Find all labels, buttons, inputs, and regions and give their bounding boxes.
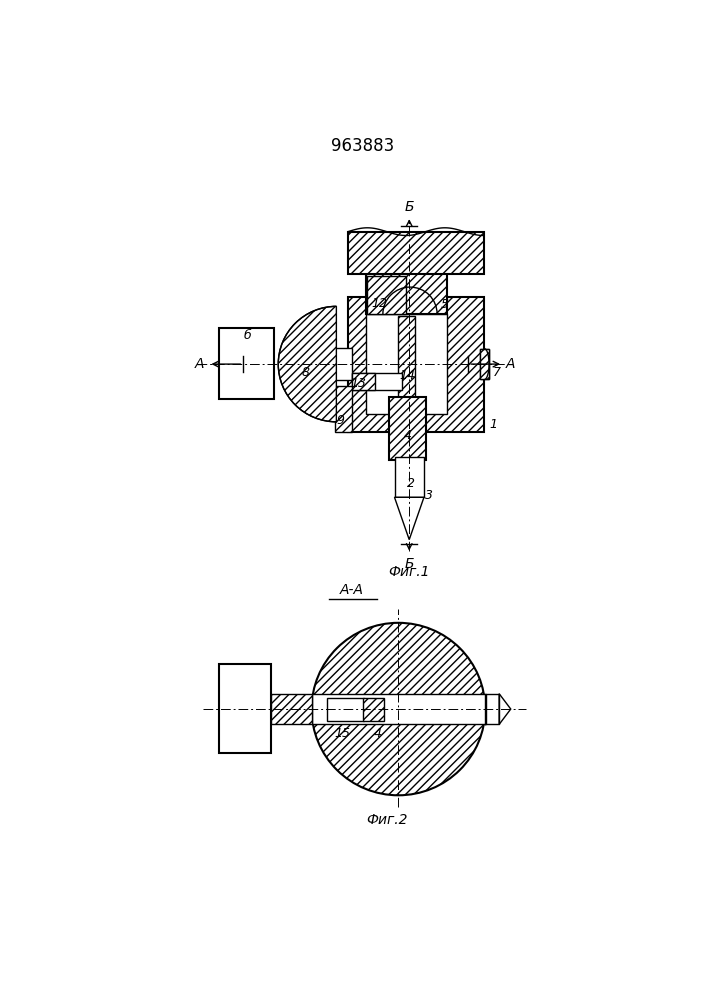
Bar — [352, 373, 402, 389]
Text: 8: 8 — [301, 366, 310, 379]
Text: А-А: А-А — [340, 583, 364, 597]
Bar — [480, 349, 489, 379]
Polygon shape — [499, 694, 510, 724]
Bar — [352, 373, 375, 389]
Text: 13: 13 — [350, 377, 366, 390]
Bar — [398, 316, 416, 401]
Text: Фиг.1: Фиг.1 — [388, 565, 430, 579]
Text: Б: Б — [404, 557, 414, 571]
Text: 14: 14 — [399, 369, 416, 382]
Text: А: А — [506, 357, 515, 371]
Text: 2: 2 — [407, 477, 415, 490]
Text: 4: 4 — [404, 429, 411, 442]
Text: 5: 5 — [441, 298, 449, 311]
Bar — [218, 664, 271, 753]
Text: Б: Б — [404, 200, 414, 214]
Text: б: б — [243, 329, 251, 342]
Bar — [327, 698, 364, 721]
Bar — [298, 348, 352, 380]
Bar — [271, 694, 312, 724]
Bar — [348, 232, 484, 274]
Text: 9: 9 — [337, 414, 344, 427]
Text: 963883: 963883 — [331, 137, 395, 155]
Bar — [348, 297, 484, 432]
Polygon shape — [395, 497, 424, 540]
Bar — [363, 698, 385, 721]
Bar — [480, 349, 489, 379]
Bar — [366, 272, 448, 314]
Text: 15: 15 — [334, 727, 351, 740]
Text: А: А — [195, 357, 204, 371]
Bar — [218, 328, 274, 399]
Text: 7: 7 — [493, 366, 501, 379]
Bar — [335, 386, 352, 432]
Bar — [368, 276, 406, 314]
Text: 3: 3 — [426, 489, 433, 502]
Bar — [366, 314, 448, 414]
Bar — [312, 694, 486, 724]
Circle shape — [312, 623, 485, 795]
Text: 12: 12 — [371, 297, 387, 310]
Text: 4: 4 — [374, 727, 382, 740]
Text: 1: 1 — [490, 418, 498, 431]
Text: Фиг.2: Фиг.2 — [366, 813, 407, 827]
Wedge shape — [279, 306, 337, 422]
Bar — [395, 457, 424, 497]
Bar — [389, 397, 426, 460]
